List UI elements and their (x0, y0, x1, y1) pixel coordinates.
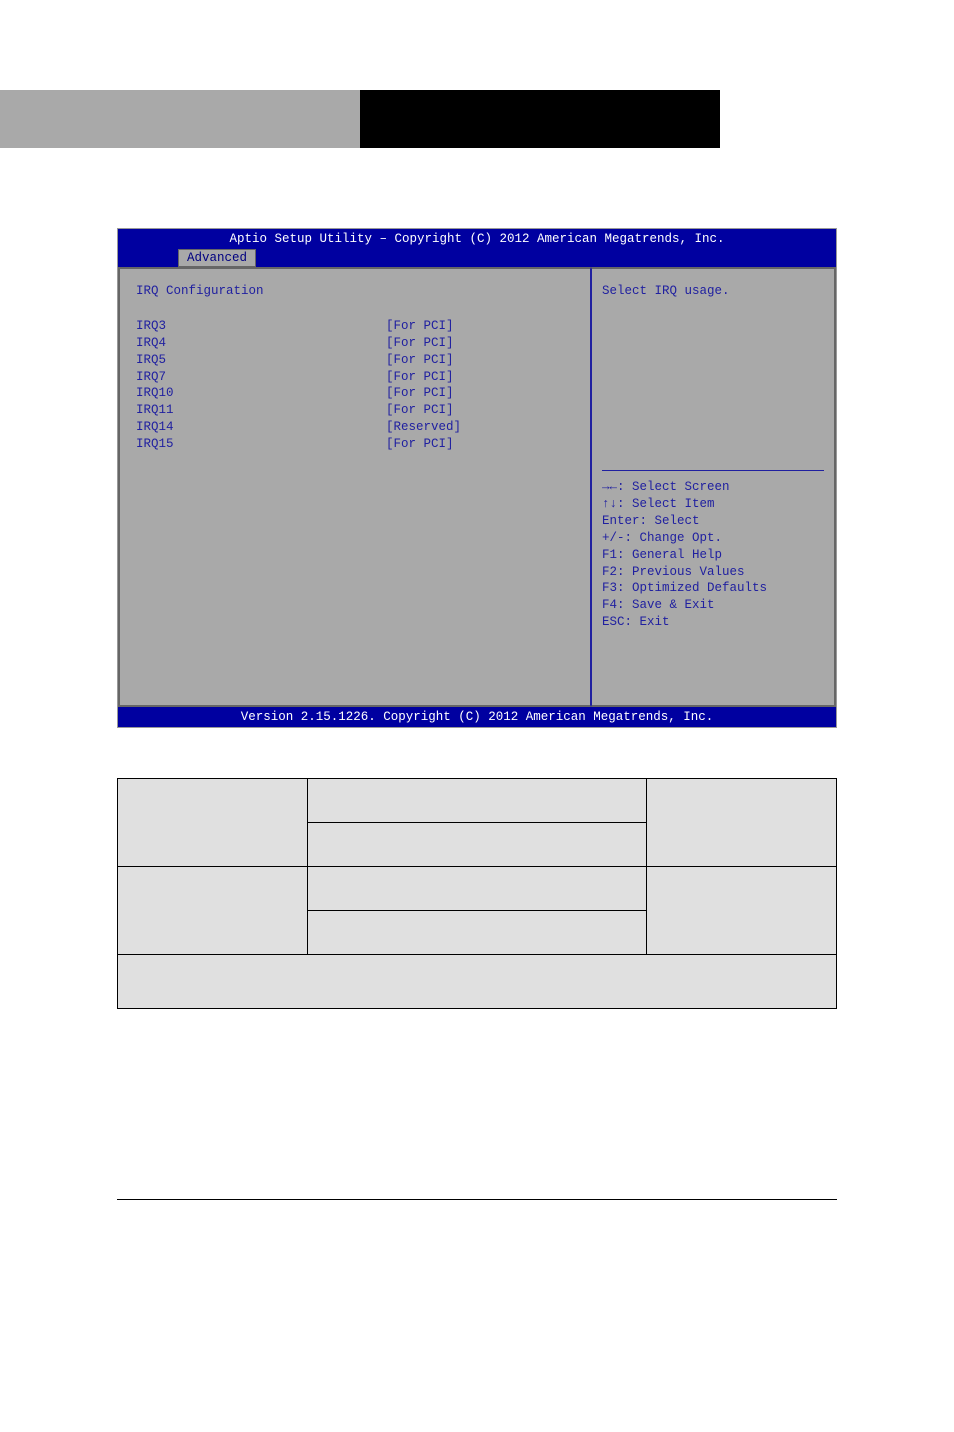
irq-row[interactable]: IRQ5 [For PCI] (136, 352, 574, 369)
help-line: F1: General Help (602, 547, 824, 564)
tab-advanced[interactable]: Advanced (178, 249, 256, 267)
irq-value: [For PCI] (386, 335, 454, 352)
table-cell (118, 955, 837, 1009)
irq-label: IRQ4 (136, 335, 386, 352)
help-line: F4: Save & Exit (602, 597, 824, 614)
table-row (118, 955, 837, 1009)
irq-label: IRQ14 (136, 419, 386, 436)
help-line: →←: Select Screen (602, 479, 824, 496)
spec-table (117, 778, 837, 1009)
irq-value: [For PCI] (386, 318, 454, 335)
irq-label: IRQ15 (136, 436, 386, 453)
banner-right (360, 90, 720, 148)
section-title: IRQ Configuration (136, 283, 574, 300)
bios-main-panel: IRQ Configuration IRQ3 [For PCI] IRQ4 [F… (118, 267, 591, 707)
irq-label: IRQ7 (136, 369, 386, 386)
sidebar-spacer (602, 300, 824, 462)
section-title-text: IRQ Configuration (136, 283, 264, 300)
help-line: F3: Optimized Defaults (602, 580, 824, 597)
table-cell (118, 867, 308, 955)
bios-help-panel: Select IRQ usage. →←: Select Screen ↑↓: … (591, 267, 836, 707)
table-cell (647, 779, 837, 867)
top-banner (0, 90, 954, 148)
table-cell (647, 867, 837, 955)
irq-row[interactable]: IRQ15 [For PCI] (136, 436, 574, 453)
irq-label: IRQ3 (136, 318, 386, 335)
irq-value: [For PCI] (386, 436, 454, 453)
irq-value: [Reserved] (386, 419, 461, 436)
banner-left (0, 90, 360, 148)
sidebar-bottom-spacer (602, 631, 824, 691)
bios-tabs-bar: Advanced (118, 249, 836, 267)
sidebar-hint: Select IRQ usage. (602, 283, 824, 300)
irq-row[interactable]: IRQ4 [For PCI] (136, 335, 574, 352)
irq-row[interactable]: IRQ7 [For PCI] (136, 369, 574, 386)
irq-value: [For PCI] (386, 402, 454, 419)
irq-label: IRQ10 (136, 385, 386, 402)
irq-label: IRQ5 (136, 352, 386, 369)
table-row (118, 779, 837, 823)
page-footer-line (117, 1199, 837, 1200)
table-cell (118, 779, 308, 867)
irq-value: [For PCI] (386, 352, 454, 369)
bios-footer: Version 2.15.1226. Copyright (C) 2012 Am… (118, 707, 836, 727)
bios-header: Aptio Setup Utility – Copyright (C) 2012… (118, 229, 836, 249)
irq-row[interactable]: IRQ10 [For PCI] (136, 385, 574, 402)
help-line: F2: Previous Values (602, 564, 824, 581)
irq-row[interactable]: IRQ11 [For PCI] (136, 402, 574, 419)
table-cell (307, 779, 647, 823)
irq-value: [For PCI] (386, 369, 454, 386)
help-line: ↑↓: Select Item (602, 496, 824, 513)
table-row (118, 867, 837, 911)
irq-row[interactable]: IRQ14 [Reserved] (136, 419, 574, 436)
irq-value: [For PCI] (386, 385, 454, 402)
table-cell (307, 867, 647, 911)
table-cell (307, 823, 647, 867)
help-line: Enter: Select (602, 513, 824, 530)
table-cell (307, 911, 647, 955)
sidebar-divider (602, 470, 824, 471)
help-line: +/-: Change Opt. (602, 530, 824, 547)
irq-row[interactable]: IRQ3 [For PCI] (136, 318, 574, 335)
irq-label: IRQ11 (136, 402, 386, 419)
help-line: ESC: Exit (602, 614, 824, 631)
bios-window: Aptio Setup Utility – Copyright (C) 2012… (117, 228, 837, 728)
bios-body: IRQ Configuration IRQ3 [For PCI] IRQ4 [F… (118, 267, 836, 707)
